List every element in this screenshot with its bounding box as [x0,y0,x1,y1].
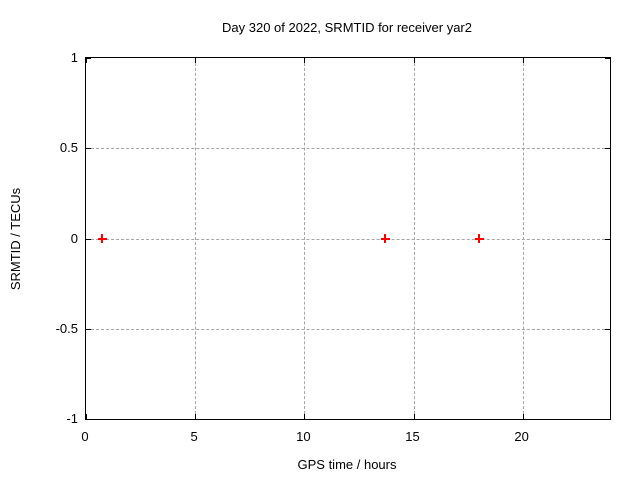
marker-bar-vertical [478,234,480,243]
x-tick-label: 0 [81,429,89,444]
y-tick-left [86,148,91,150]
x-tick-bottom [522,414,524,419]
y-tick-right [605,238,610,240]
marker-bar-vertical [101,234,104,243]
data-point-marker [380,234,390,243]
y-tick-label: 1 [70,50,78,65]
y-tick-left [86,58,91,59]
gridline-y--0.5 [86,328,610,330]
y-tick-right [605,328,610,330]
x-tick-bottom [86,414,87,419]
y-tick-right [605,148,610,150]
x-tick-top [413,58,415,63]
gridlines-layer [86,58,610,419]
chart-title: Day 320 of 2022, SRMTID for receiver yar… [222,20,472,35]
y-tick-left [86,238,91,240]
y-tick-left [86,419,91,420]
y-tick-right [605,419,610,420]
y-tick-label: 0 [70,230,78,246]
data-points-layer [86,58,610,419]
y-tick-label: -0.5 [55,320,78,336]
x-tick-bottom [413,414,415,419]
y-tick-right [605,58,610,59]
gridline-y-0 [86,238,610,240]
x-tick-top [86,58,87,63]
plot-area [85,57,611,420]
gridline-y-0.5 [86,148,610,150]
y-tick-left [86,328,91,330]
x-tick-label: 5 [190,429,198,444]
x-tick-label: 10 [296,429,311,444]
ticks-layer [86,58,610,420]
y-tick-label: 0.5 [59,140,78,156]
x-tick-bottom [195,414,197,419]
x-axis-label: GPS time / hours [297,457,397,472]
x-tick-label: 20 [514,429,529,444]
data-point-marker [97,234,107,243]
y-tick-label: -1 [66,411,78,426]
x-tick-top [195,58,197,63]
data-point-marker [474,234,484,243]
x-tick-top [522,58,524,63]
x-tick-bottom [304,414,306,419]
x-tick-top [304,58,306,63]
x-tick-label: 15 [405,429,420,444]
marker-bar-vertical [384,234,387,243]
